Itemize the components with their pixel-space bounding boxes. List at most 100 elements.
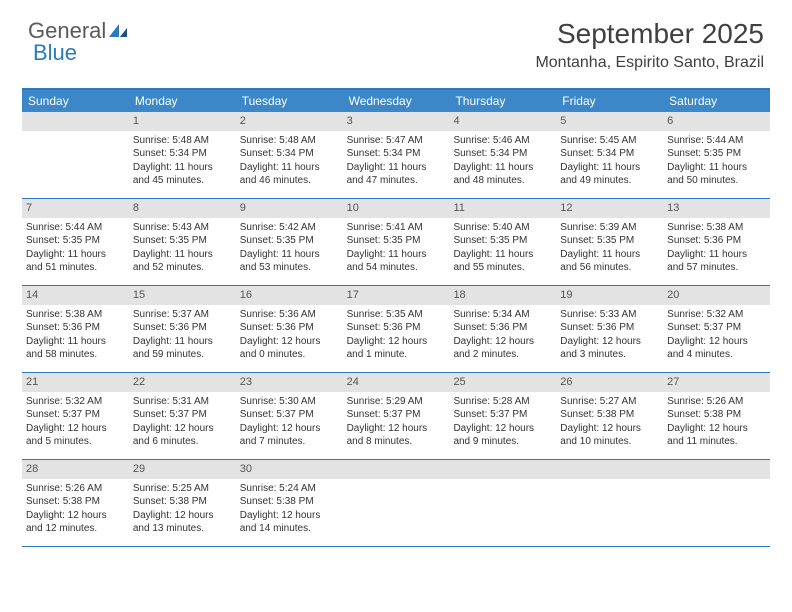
sunset-text: Sunset: 5:36 PM xyxy=(347,321,446,335)
day-cell: 3Sunrise: 5:47 AMSunset: 5:34 PMDaylight… xyxy=(343,112,450,198)
sunrise-text: Sunrise: 5:24 AM xyxy=(240,482,339,496)
day-number: 23 xyxy=(236,373,343,392)
daylight-text-1: Daylight: 11 hours xyxy=(240,248,339,262)
day-cell: 22Sunrise: 5:31 AMSunset: 5:37 PMDayligh… xyxy=(129,373,236,459)
day-number: 3 xyxy=(343,112,450,131)
sunset-text: Sunset: 5:34 PM xyxy=(347,147,446,161)
day-number: 29 xyxy=(129,460,236,479)
daylight-text-2: and 51 minutes. xyxy=(26,261,125,275)
sunset-text: Sunset: 5:38 PM xyxy=(26,495,125,509)
sunrise-text: Sunrise: 5:34 AM xyxy=(453,308,552,322)
daylight-text-1: Daylight: 11 hours xyxy=(26,248,125,262)
daylight-text-2: and 8 minutes. xyxy=(347,435,446,449)
sunset-text: Sunset: 5:34 PM xyxy=(453,147,552,161)
daylight-text-2: and 56 minutes. xyxy=(560,261,659,275)
sunrise-text: Sunrise: 5:25 AM xyxy=(133,482,232,496)
day-cell: 19Sunrise: 5:33 AMSunset: 5:36 PMDayligh… xyxy=(556,286,663,372)
sunset-text: Sunset: 5:37 PM xyxy=(240,408,339,422)
sunset-text: Sunset: 5:37 PM xyxy=(133,408,232,422)
day-number: 20 xyxy=(663,286,770,305)
month-title: September 2025 xyxy=(535,18,764,50)
daylight-text-1: Daylight: 11 hours xyxy=(133,335,232,349)
daylight-text-1: Daylight: 12 hours xyxy=(133,422,232,436)
day-number: 10 xyxy=(343,199,450,218)
day-cell: 15Sunrise: 5:37 AMSunset: 5:36 PMDayligh… xyxy=(129,286,236,372)
sunrise-text: Sunrise: 5:40 AM xyxy=(453,221,552,235)
daylight-text-2: and 11 minutes. xyxy=(667,435,766,449)
daylight-text-2: and 3 minutes. xyxy=(560,348,659,362)
dow-row: Sunday Monday Tuesday Wednesday Thursday… xyxy=(22,90,770,112)
location: Montanha, Espirito Santo, Brazil xyxy=(535,54,764,72)
sunset-text: Sunset: 5:36 PM xyxy=(560,321,659,335)
day-cell: 27Sunrise: 5:26 AMSunset: 5:38 PMDayligh… xyxy=(663,373,770,459)
daylight-text-1: Daylight: 12 hours xyxy=(26,422,125,436)
daylight-text-2: and 53 minutes. xyxy=(240,261,339,275)
daylight-text-2: and 4 minutes. xyxy=(667,348,766,362)
daylight-text-2: and 1 minute. xyxy=(347,348,446,362)
daylight-text-1: Daylight: 11 hours xyxy=(667,248,766,262)
sunrise-text: Sunrise: 5:36 AM xyxy=(240,308,339,322)
day-cell: 4Sunrise: 5:46 AMSunset: 5:34 PMDaylight… xyxy=(449,112,556,198)
day-cell: 20Sunrise: 5:32 AMSunset: 5:37 PMDayligh… xyxy=(663,286,770,372)
day-cell: 23Sunrise: 5:30 AMSunset: 5:37 PMDayligh… xyxy=(236,373,343,459)
daylight-text-2: and 14 minutes. xyxy=(240,522,339,536)
header: General September 2025 Montanha, Espirit… xyxy=(0,0,792,80)
sunset-text: Sunset: 5:34 PM xyxy=(133,147,232,161)
sunset-text: Sunset: 5:35 PM xyxy=(133,234,232,248)
week-row: 14Sunrise: 5:38 AMSunset: 5:36 PMDayligh… xyxy=(22,286,770,373)
day-number: 9 xyxy=(236,199,343,218)
day-number: 24 xyxy=(343,373,450,392)
day-cell: 25Sunrise: 5:28 AMSunset: 5:37 PMDayligh… xyxy=(449,373,556,459)
daylight-text-2: and 5 minutes. xyxy=(26,435,125,449)
sunrise-text: Sunrise: 5:45 AM xyxy=(560,134,659,148)
day-number: 7 xyxy=(22,199,129,218)
sunset-text: Sunset: 5:35 PM xyxy=(667,147,766,161)
day-number-empty xyxy=(556,460,663,479)
daylight-text-1: Daylight: 11 hours xyxy=(560,161,659,175)
daylight-text-1: Daylight: 12 hours xyxy=(240,335,339,349)
day-number: 2 xyxy=(236,112,343,131)
sunrise-text: Sunrise: 5:37 AM xyxy=(133,308,232,322)
daylight-text-2: and 9 minutes. xyxy=(453,435,552,449)
dow-wednesday: Wednesday xyxy=(343,90,450,112)
daylight-text-1: Daylight: 11 hours xyxy=(347,161,446,175)
dow-monday: Monday xyxy=(129,90,236,112)
calendar: Sunday Monday Tuesday Wednesday Thursday… xyxy=(22,88,770,547)
sunrise-text: Sunrise: 5:38 AM xyxy=(667,221,766,235)
day-number: 8 xyxy=(129,199,236,218)
day-cell: 29Sunrise: 5:25 AMSunset: 5:38 PMDayligh… xyxy=(129,460,236,546)
day-cell: 17Sunrise: 5:35 AMSunset: 5:36 PMDayligh… xyxy=(343,286,450,372)
daylight-text-2: and 52 minutes. xyxy=(133,261,232,275)
daylight-text-1: Daylight: 12 hours xyxy=(240,509,339,523)
day-number-empty xyxy=(449,460,556,479)
sunset-text: Sunset: 5:35 PM xyxy=(26,234,125,248)
sunset-text: Sunset: 5:34 PM xyxy=(240,147,339,161)
sunset-text: Sunset: 5:38 PM xyxy=(560,408,659,422)
sunset-text: Sunset: 5:37 PM xyxy=(667,321,766,335)
sunset-text: Sunset: 5:37 PM xyxy=(347,408,446,422)
daylight-text-2: and 12 minutes. xyxy=(26,522,125,536)
daylight-text-2: and 59 minutes. xyxy=(133,348,232,362)
daylight-text-2: and 50 minutes. xyxy=(667,174,766,188)
sunrise-text: Sunrise: 5:26 AM xyxy=(667,395,766,409)
sunrise-text: Sunrise: 5:46 AM xyxy=(453,134,552,148)
day-number: 11 xyxy=(449,199,556,218)
sunset-text: Sunset: 5:36 PM xyxy=(26,321,125,335)
daylight-text-1: Daylight: 12 hours xyxy=(560,335,659,349)
day-cell: 28Sunrise: 5:26 AMSunset: 5:38 PMDayligh… xyxy=(22,460,129,546)
daylight-text-2: and 0 minutes. xyxy=(240,348,339,362)
day-cell xyxy=(663,460,770,546)
daylight-text-2: and 46 minutes. xyxy=(240,174,339,188)
day-number: 27 xyxy=(663,373,770,392)
week-row: 28Sunrise: 5:26 AMSunset: 5:38 PMDayligh… xyxy=(22,460,770,547)
day-cell: 18Sunrise: 5:34 AMSunset: 5:36 PMDayligh… xyxy=(449,286,556,372)
daylight-text-2: and 49 minutes. xyxy=(560,174,659,188)
sunrise-text: Sunrise: 5:28 AM xyxy=(453,395,552,409)
day-number: 5 xyxy=(556,112,663,131)
sunrise-text: Sunrise: 5:42 AM xyxy=(240,221,339,235)
day-number: 16 xyxy=(236,286,343,305)
weeks-container: 1Sunrise: 5:48 AMSunset: 5:34 PMDaylight… xyxy=(22,112,770,547)
daylight-text-2: and 54 minutes. xyxy=(347,261,446,275)
sunset-text: Sunset: 5:38 PM xyxy=(667,408,766,422)
sunrise-text: Sunrise: 5:48 AM xyxy=(133,134,232,148)
